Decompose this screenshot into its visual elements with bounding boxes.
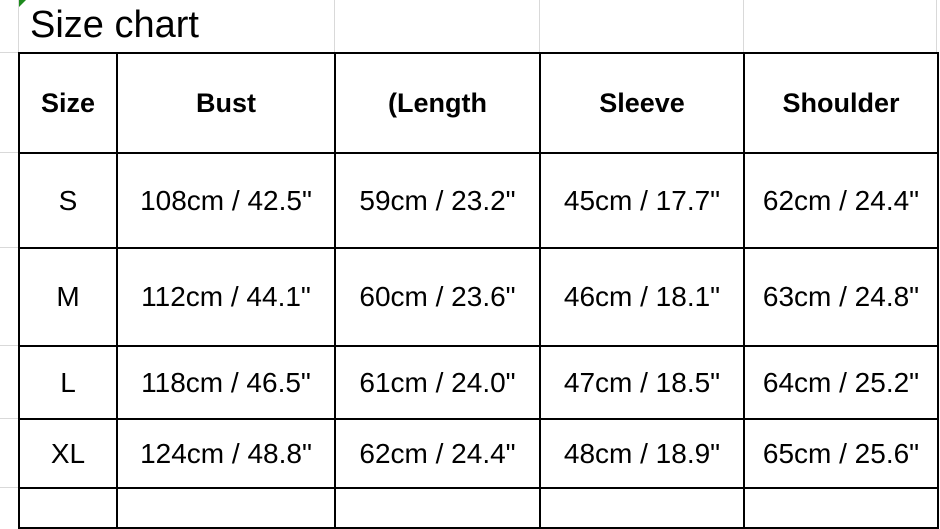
gridline-v [936, 0, 937, 52]
cell-size: XL [18, 418, 118, 489]
column-header-size: Size [18, 52, 118, 154]
cell-shoulder: 63cm / 24.8" [743, 247, 939, 347]
cell-sleeve: 45cm / 17.7" [539, 152, 745, 249]
header-row: Size Bust (Length Sleeve Shoulder [18, 52, 939, 154]
empty-cell [116, 487, 336, 529]
cell-bust: 124cm / 48.8" [116, 418, 336, 489]
table-row-xl: XL 124cm / 48.8" 62cm / 24.4" 48cm / 18.… [18, 418, 939, 489]
cell-bust: 112cm / 44.1" [116, 247, 336, 347]
gridline-h [0, 247, 18, 248]
table-row-m: M 112cm / 44.1" 60cm / 23.6" 46cm / 18.1… [18, 247, 939, 347]
cell-shoulder: 62cm / 24.4" [743, 152, 939, 249]
cell-bust: 118cm / 46.5" [116, 345, 336, 420]
empty-cell [334, 487, 541, 529]
cell-size: L [18, 345, 118, 420]
gridline-h [0, 418, 18, 419]
page-title: Size chart [30, 4, 199, 46]
cell-length: 59cm / 23.2" [334, 152, 541, 249]
table-row-s: S 108cm / 42.5" 59cm / 23.2" 45cm / 17.7… [18, 152, 939, 249]
cell-shoulder: 64cm / 25.2" [743, 345, 939, 420]
cell-error-flag-icon [19, 0, 26, 7]
size-chart-table: Size Bust (Length Sleeve Shoulder S 108c… [18, 52, 939, 529]
table-row-l: L 118cm / 46.5" 61cm / 24.0" 47cm / 18.5… [18, 345, 939, 420]
empty-cell [18, 487, 118, 529]
empty-cell [539, 487, 745, 529]
cell-length: 62cm / 24.4" [334, 418, 541, 489]
gridline-v [743, 0, 744, 52]
cell-length: 60cm / 23.6" [334, 247, 541, 347]
cell-shoulder: 65cm / 25.6" [743, 418, 939, 489]
cell-sleeve: 47cm / 18.5" [539, 345, 745, 420]
gridline-h [0, 152, 18, 153]
gridline-h [0, 487, 18, 488]
cell-size: M [18, 247, 118, 347]
cell-bust: 108cm / 42.5" [116, 152, 336, 249]
gridline-v [18, 0, 19, 52]
empty-cell [743, 487, 939, 529]
column-header-shoulder: Shoulder [743, 52, 939, 154]
gridline-v [334, 0, 335, 52]
column-header-sleeve: Sleeve [539, 52, 745, 154]
gridline-h [0, 52, 18, 53]
column-header-bust: Bust [116, 52, 336, 154]
cell-sleeve: 48cm / 18.9" [539, 418, 745, 489]
table-row-empty [18, 487, 939, 529]
cell-sleeve: 46cm / 18.1" [539, 247, 745, 347]
cell-size: S [18, 152, 118, 249]
gridline-v [539, 0, 540, 52]
cell-length: 61cm / 24.0" [334, 345, 541, 420]
gridline-h [0, 345, 18, 346]
column-header-length: (Length [334, 52, 541, 154]
